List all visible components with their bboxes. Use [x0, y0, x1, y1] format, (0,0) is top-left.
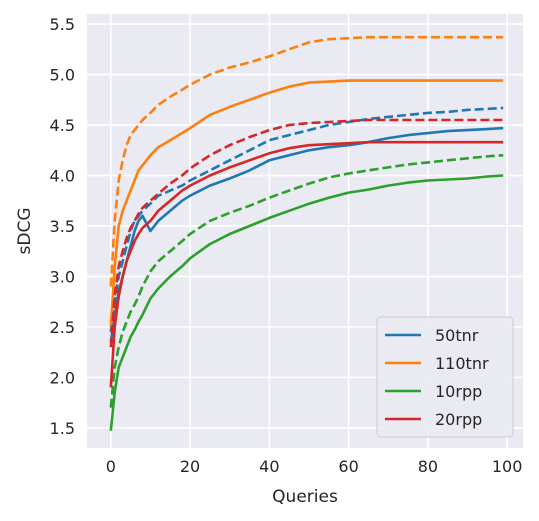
x-tick-label: 40 [259, 457, 279, 476]
series-line-110tnr [109, 79, 504, 327]
y-tick-label: 4.0 [50, 166, 75, 185]
x-tick-label: 100 [492, 457, 523, 476]
legend-label: 10rpp [435, 382, 482, 401]
y-tick-label: 3.0 [50, 267, 75, 286]
series-line-20rpp-dashed [109, 118, 504, 348]
series-line-110tnr-dashed [109, 35, 504, 287]
x-tick-label: 60 [338, 457, 358, 476]
x-tick-label: 20 [180, 457, 200, 476]
y-tick-label: 3.5 [50, 217, 75, 236]
tick-labels: 0 20 40 60 80 100 1.5 2.0 2.5 3.0 3.5 4.0 4.5 5.0 5.5 [50, 15, 523, 476]
series-line-50tnr [109, 126, 504, 343]
series-line-20rpp [109, 140, 504, 388]
y-tick-label: 4.5 [50, 116, 75, 135]
y-tick-label: 2.5 [50, 318, 75, 337]
series-lines [109, 35, 504, 431]
series-line-50tnr-dashed [109, 106, 504, 333]
legend-label: 50tnr [435, 326, 479, 345]
series-line-10rpp [109, 174, 504, 431]
grid [87, 14, 523, 448]
x-tick-label: 80 [418, 457, 438, 476]
y-tick-label: 2.0 [50, 368, 75, 387]
series-line-10rpp-dashed [109, 154, 504, 408]
y-tick-label: 5.0 [50, 66, 75, 85]
legend-box [376, 316, 514, 438]
x-tick-label: 0 [106, 457, 116, 476]
x-axis-label: Queries [272, 487, 338, 507]
y-axis-label: sDCG [15, 208, 35, 255]
legend-label: 20rpp [435, 410, 482, 429]
y-tick-label: 5.5 [50, 15, 75, 34]
y-tick-label: 1.5 [50, 419, 75, 438]
legend: 50tnr 110tnr 10rpp 20rpp [376, 316, 514, 438]
legend-label: 110tnr [435, 354, 489, 373]
